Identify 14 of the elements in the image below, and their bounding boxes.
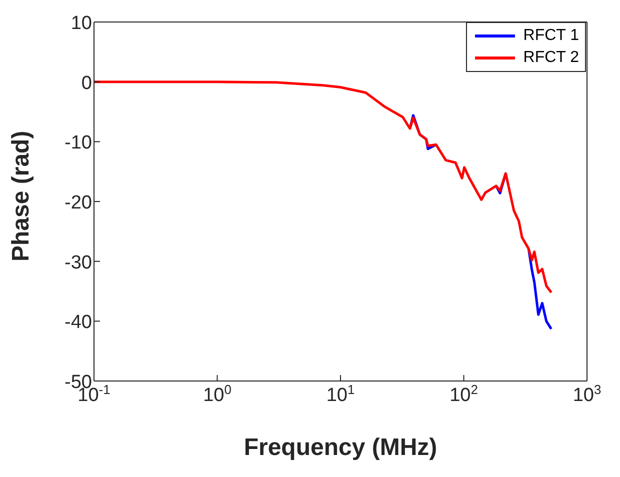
legend-label: RFCT 2 <box>522 48 579 68</box>
y-tick-label: -10 <box>64 132 92 154</box>
y-tick-label: -40 <box>64 312 92 334</box>
y-tick-label: -20 <box>64 192 92 214</box>
x-tick-label: 10$^{3}$ <box>572 382 602 406</box>
x-tick-label: 10$^{2}$ <box>450 382 478 406</box>
y-axis-title: Phase (rad) <box>8 130 35 262</box>
x-tick-label: 10$^{1}$ <box>326 382 355 406</box>
legend-label: RFCT 1 <box>522 26 579 46</box>
y-tick-label: -30 <box>64 252 92 274</box>
y-tick-label: 0 <box>81 72 92 94</box>
x-tick-label: 10$^{0}$ <box>203 382 232 406</box>
y-tick-label: 10 <box>70 13 92 34</box>
x-axis-title: Frequency (MHz) <box>244 434 438 461</box>
